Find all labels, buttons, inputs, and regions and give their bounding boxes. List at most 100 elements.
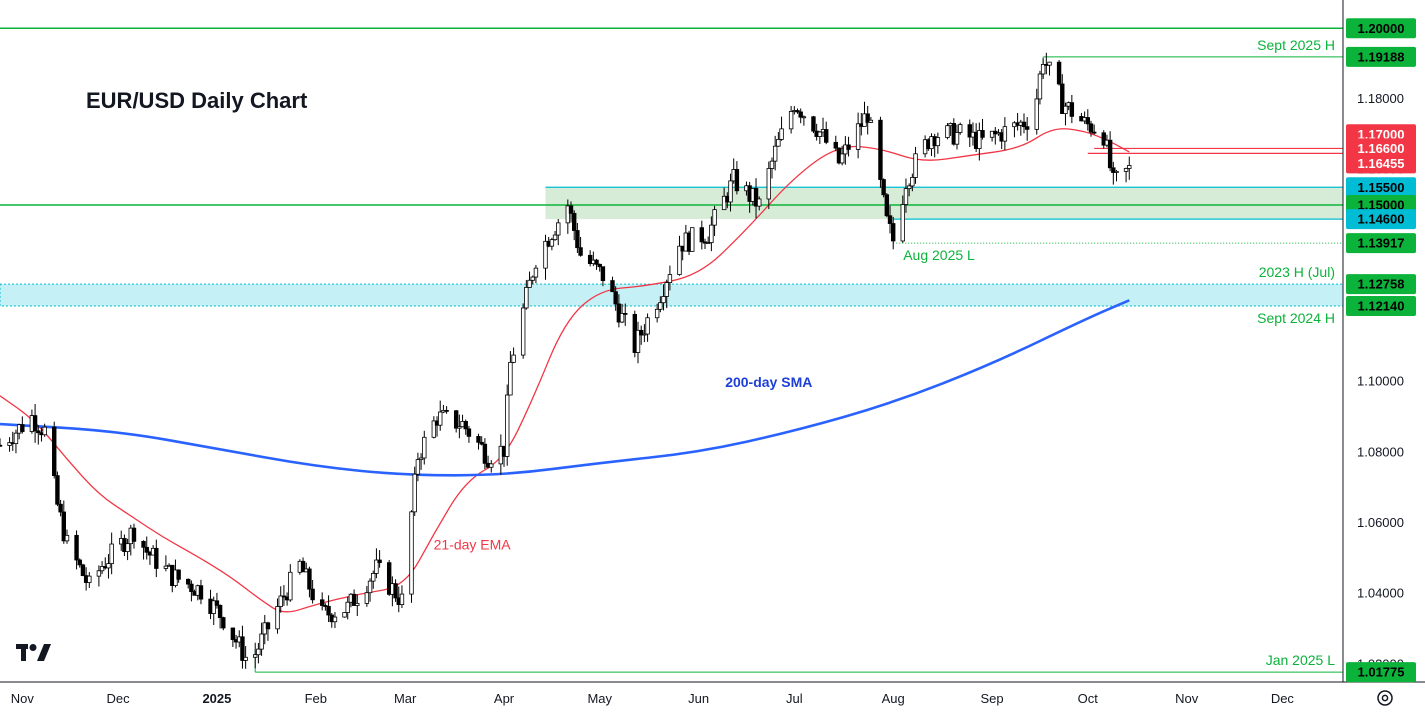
candle-body	[13, 432, 19, 445]
candle	[131, 523, 137, 549]
candle	[868, 116, 874, 124]
candle	[549, 237, 555, 251]
candle	[766, 161, 771, 210]
candle	[243, 646, 248, 669]
candle-body	[415, 459, 421, 475]
candle	[310, 579, 315, 604]
price-tag-bg	[1346, 18, 1416, 39]
candle	[1114, 169, 1119, 182]
candle-body	[1060, 83, 1065, 115]
candle-body	[661, 296, 666, 304]
candle	[36, 425, 41, 445]
candle	[87, 572, 92, 588]
candle	[887, 205, 893, 234]
candle	[99, 561, 105, 575]
price-tick-label: 1.06000	[1357, 515, 1404, 530]
candle-body	[444, 409, 449, 412]
candle-body	[642, 333, 647, 336]
candle-body	[141, 540, 146, 548]
candle-body	[511, 354, 516, 363]
time-tick-label: Nov	[11, 691, 35, 706]
price-tag: 1.20000	[1346, 18, 1416, 39]
candle-body	[776, 139, 781, 147]
price-tag-label: 1.12758	[1358, 277, 1405, 292]
candle-body	[578, 247, 583, 256]
candle-body	[253, 654, 258, 658]
candle	[1101, 130, 1106, 149]
time-axis[interactable]	[0, 682, 1343, 718]
candle-body	[36, 430, 41, 434]
price-tag: 1.16455	[1346, 153, 1416, 174]
price-axis[interactable]	[1343, 0, 1425, 718]
candle	[1056, 59, 1062, 86]
candle-body	[891, 223, 896, 242]
tradingview-logo[interactable]	[16, 644, 51, 661]
time-tick-label: Mar	[394, 691, 417, 706]
zone-0	[545, 187, 1343, 220]
price-tag-label: 1.19188	[1358, 49, 1405, 64]
candle-body	[572, 212, 577, 231]
candle-body	[613, 291, 618, 305]
candle-body	[20, 424, 25, 432]
candle-body	[275, 606, 280, 630]
time-tick-label: May	[587, 691, 612, 706]
candle	[594, 258, 599, 270]
candle	[144, 536, 149, 560]
candle-body	[307, 568, 312, 590]
candle-body	[734, 169, 740, 192]
candle-body	[300, 560, 306, 573]
candle-body	[431, 420, 437, 438]
candle-body	[565, 205, 571, 224]
candle	[7, 437, 12, 452]
candle	[1111, 161, 1116, 185]
candle	[189, 580, 194, 602]
candle-body	[310, 588, 315, 601]
candle	[910, 173, 915, 192]
candle-body	[1047, 61, 1052, 66]
candle	[967, 119, 972, 147]
candle-body	[186, 578, 191, 585]
candle	[64, 529, 70, 544]
candle	[527, 271, 532, 288]
price-tag-bg	[1346, 233, 1416, 254]
candle	[565, 199, 571, 234]
candle-body	[887, 215, 893, 224]
candle	[891, 216, 896, 250]
candle-body	[594, 259, 599, 265]
candle-body	[489, 463, 494, 468]
candle-body	[32, 415, 38, 432]
candle	[186, 578, 191, 589]
candle	[520, 303, 526, 359]
candle-body	[176, 569, 181, 580]
candle	[954, 124, 960, 150]
candle-body	[211, 600, 216, 614]
candle-body	[575, 230, 580, 249]
candle	[0, 438, 3, 447]
candle	[399, 585, 405, 608]
level-annotation: Jan 2025 L	[1266, 652, 1335, 668]
candle	[367, 578, 373, 602]
candle	[1085, 109, 1090, 131]
candle	[913, 146, 918, 184]
candle-body	[667, 274, 673, 283]
candle-body	[412, 473, 417, 513]
candle	[351, 589, 357, 606]
candle	[141, 540, 146, 560]
candle-body	[256, 648, 261, 656]
candle	[817, 131, 823, 144]
price-tag-label: 1.15500	[1358, 180, 1405, 195]
price-tag: 1.12140	[1346, 296, 1416, 317]
candle	[163, 555, 169, 572]
candle-body	[645, 317, 650, 335]
candle-body	[374, 559, 379, 574]
candle	[635, 321, 641, 364]
candle-body	[355, 602, 360, 606]
candle	[623, 303, 628, 326]
candle-body	[1056, 61, 1062, 85]
candle	[900, 195, 905, 243]
candle	[265, 621, 271, 641]
gear-icon[interactable]	[1377, 690, 1393, 706]
candle	[568, 201, 574, 223]
